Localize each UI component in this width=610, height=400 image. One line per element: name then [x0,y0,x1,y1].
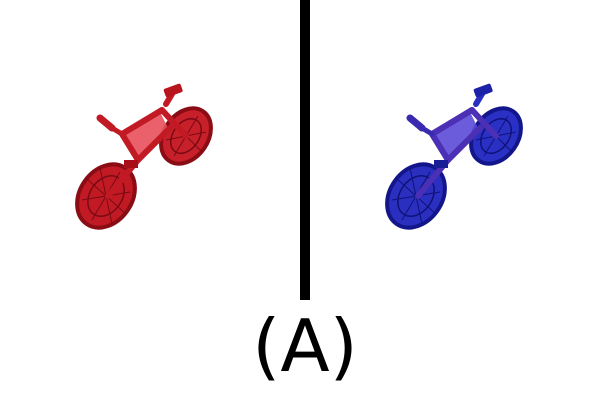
bicycle-icon [75,83,213,230]
bicycle-icon [385,83,523,230]
figure-label: (A) [252,304,358,388]
left-panel [0,0,300,300]
divider-line [300,0,310,300]
right-panel [310,0,610,300]
